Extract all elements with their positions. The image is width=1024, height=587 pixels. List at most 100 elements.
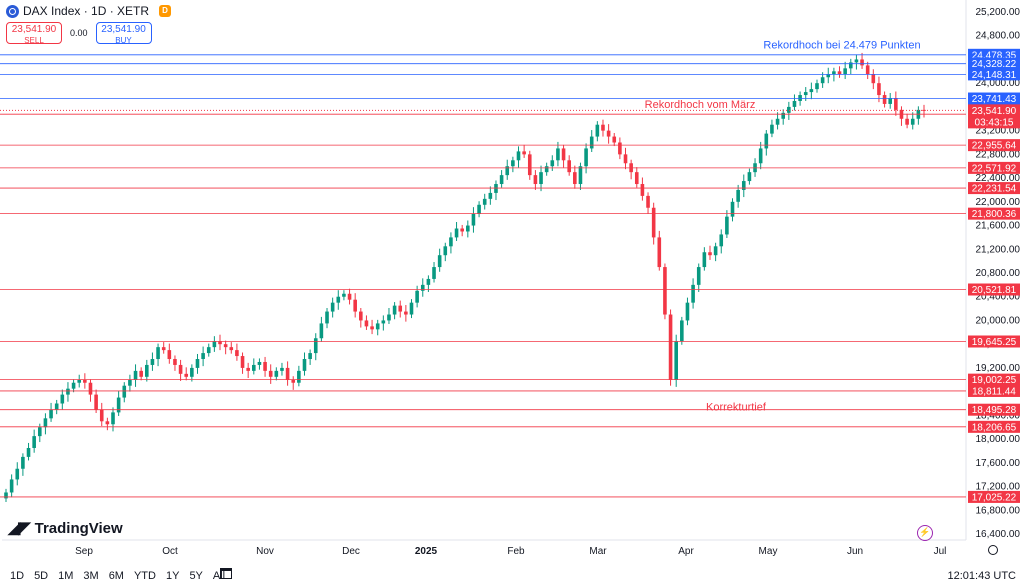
level-price-tag [968,490,1020,503]
x-tick-label: Jun [847,546,863,557]
candle-body [15,468,20,480]
candle-body [302,359,307,371]
candle-body [325,311,329,324]
range-5y[interactable]: 5Y [189,570,203,582]
current-price-tag [968,104,1020,129]
symbol-title[interactable]: DAX Index · 1D · XETR [23,4,150,18]
candle-body [420,284,425,291]
y-tick-label: 22,400.00 [976,173,1021,184]
y-tick-label: 17,600.00 [976,458,1021,469]
range-6m[interactable]: 6M [108,570,124,582]
buy-button[interactable]: 23,541.90 BUY [95,22,152,45]
trade-panel: 23,541.90 SELL 0.00 23,541.90 BUY [6,22,152,45]
sell-button[interactable]: 23,541.90 SELL [6,22,62,45]
x-tick-label: Feb [507,546,525,557]
candle-body [167,350,172,360]
candle-body [426,278,431,285]
tradingview-logo[interactable]: ◢◤ TradingView [8,518,123,538]
candle-body [882,95,887,104]
x-tick-label: Oct [162,546,178,557]
candle-body [347,293,352,300]
flash-icon[interactable]: ⚡ [917,525,933,541]
utc-clock: 12:01:43 UTC [947,570,1016,582]
candle-body [702,252,707,268]
candle-body [775,118,780,125]
candle-body [77,379,82,383]
candle-body [218,341,222,345]
level-price-label: 17,025.22 [972,492,1017,503]
candle-body [319,323,324,339]
level-price-label: 19,645.25 [972,337,1017,348]
candle-body [381,320,386,324]
level-price-label: 24,148.31 [972,70,1017,81]
candle-body [612,136,617,143]
candle-body [764,133,769,149]
range-all[interactable]: All [212,570,226,582]
range-1m[interactable]: 1M [58,570,74,582]
candle-body [567,160,571,173]
candle-body [133,370,138,380]
range-ytd[interactable]: YTD [133,570,156,582]
range-1y[interactable]: 1Y [165,570,180,582]
candle-body [178,364,183,374]
candle-body [32,436,36,448]
candle-body [573,172,577,185]
candle-body [787,106,791,113]
candle-body [173,359,177,365]
x-tick-label: Mar [589,546,607,557]
calendar-icon[interactable] [220,568,232,579]
candle-body [144,364,149,377]
candle-body [606,130,611,137]
range-5d[interactable]: 5D [34,570,49,582]
candle-body [128,379,132,386]
candle-body [26,447,31,457]
level-price-tag [968,68,1020,81]
candle-body [680,320,684,342]
candle-body [235,350,239,357]
y-tick-label: 23,200.00 [976,126,1021,137]
brand-name: TradingView [34,519,123,537]
x-tick-label: Sep [75,546,93,557]
candle-body [871,74,876,84]
y-tick-label: 21,600.00 [976,221,1021,232]
x-tick-label: 2025 [415,546,438,557]
candle-body [364,320,369,327]
level-price-tag [968,403,1020,416]
candle-body [336,296,341,303]
candle-body [4,492,8,499]
candle-body [122,385,127,398]
candle-body [877,83,881,96]
candle-body [454,228,459,238]
candle-body [505,166,510,176]
candle-body [781,112,786,119]
candle-body [404,311,408,315]
candle-body [910,118,915,125]
buy-label: BUY [115,36,132,45]
candle-body [280,367,284,371]
spread-value: 0.00 [70,28,88,38]
candle-body [308,353,312,360]
candle-body [184,373,189,377]
candle-body [888,98,893,104]
candle-body [747,172,752,182]
settings-icon[interactable] [988,545,998,555]
candle-body [359,311,363,321]
candle-body [190,367,194,377]
level-price-tag [968,373,1020,386]
candle-body [561,148,566,161]
level-price-tag [968,384,1020,397]
range-3m[interactable]: 3M [83,570,99,582]
candle-body [713,246,718,256]
candle-body [860,59,864,66]
symbol-header[interactable]: DAX Index · 1D · XETR D [6,4,172,18]
candle-body [826,74,831,78]
candle-body [618,142,622,155]
candle-body [195,359,200,368]
candle-body [387,314,391,321]
level-price-label: 24,478.35 [972,50,1017,61]
candle-body [398,305,403,312]
candle-body [60,394,65,404]
range-1d[interactable]: 1D [10,570,25,582]
candle-body [88,382,93,395]
